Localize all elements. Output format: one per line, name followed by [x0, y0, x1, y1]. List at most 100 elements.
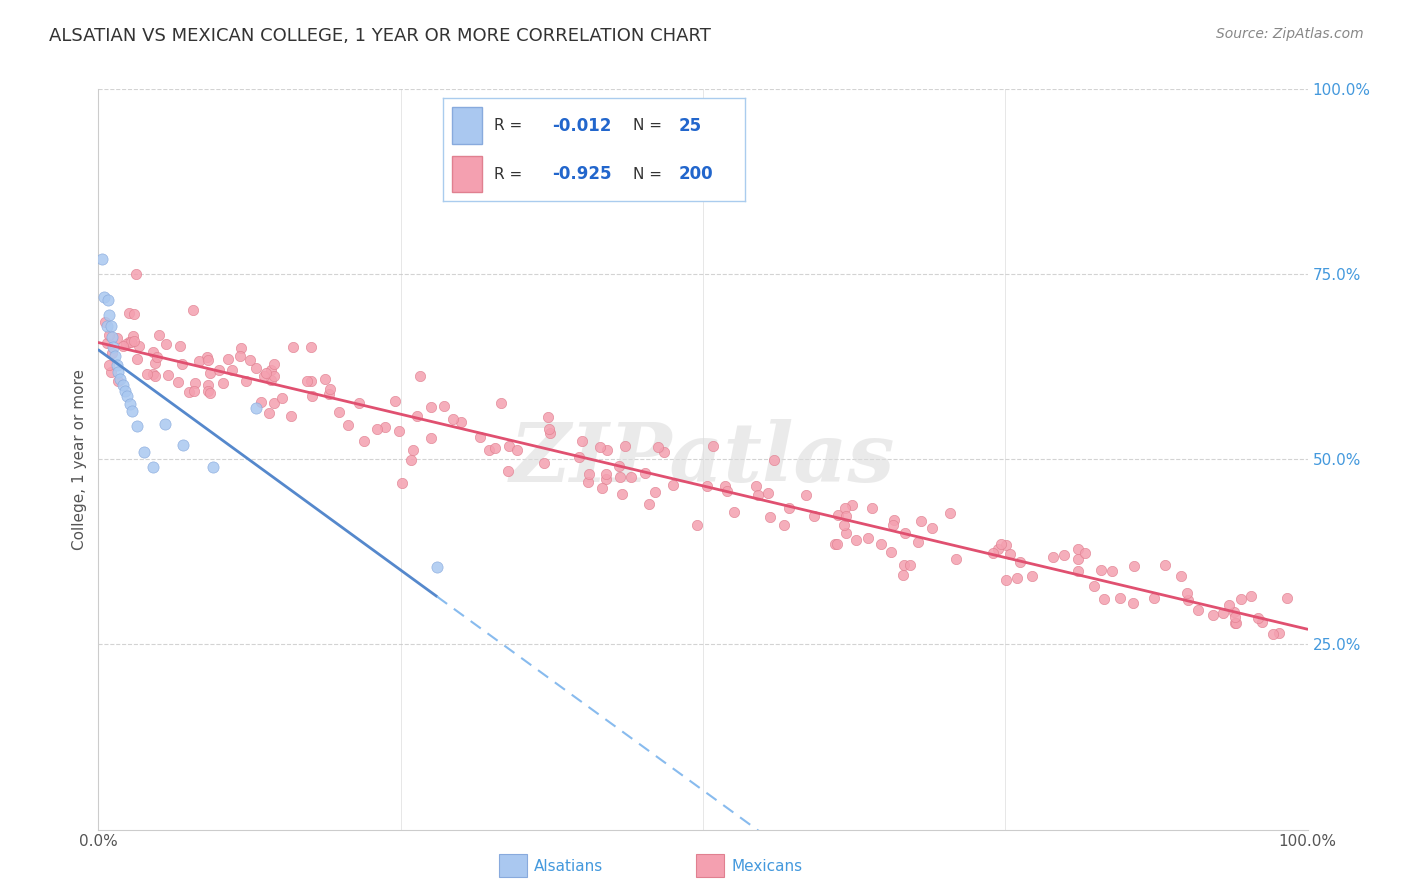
Point	[208, 363, 231, 377]
Point	[100, 330, 122, 344]
Text: ZIPatlas: ZIPatlas	[510, 419, 896, 500]
Point	[647, 440, 669, 454]
Point	[773, 518, 796, 533]
Point	[114, 337, 136, 351]
Point	[686, 517, 709, 532]
Point	[122, 307, 145, 321]
Y-axis label: College, 1 year or more: College, 1 year or more	[72, 369, 87, 549]
Point	[747, 488, 769, 502]
Point	[239, 353, 262, 368]
Point	[142, 344, 165, 359]
Point	[860, 501, 883, 516]
Point	[588, 440, 610, 454]
Point	[468, 430, 491, 444]
Point	[745, 478, 768, 492]
Point	[794, 488, 817, 502]
Point	[245, 361, 267, 376]
Point	[280, 409, 302, 423]
Point	[299, 340, 322, 354]
Point	[880, 545, 903, 559]
Point	[716, 483, 738, 498]
Point	[195, 350, 218, 364]
Point	[183, 384, 205, 398]
Point	[803, 508, 825, 523]
Point	[98, 358, 121, 372]
Point	[595, 467, 617, 482]
Point	[1154, 558, 1177, 573]
Point	[426, 559, 449, 574]
Point	[537, 409, 560, 424]
Point	[443, 412, 465, 426]
Point	[662, 478, 685, 492]
Point	[759, 510, 782, 524]
Point	[128, 338, 150, 352]
Point	[202, 459, 225, 474]
Point	[391, 476, 413, 491]
Point	[142, 368, 165, 382]
Point	[607, 458, 630, 473]
Text: -0.012: -0.012	[551, 117, 612, 135]
Point	[1175, 585, 1198, 599]
Point	[104, 349, 127, 363]
Point	[835, 508, 858, 523]
Point	[1066, 551, 1088, 566]
Point	[1223, 610, 1246, 624]
Text: N =: N =	[633, 119, 662, 133]
Point	[118, 306, 141, 320]
Point	[402, 443, 425, 458]
Point	[105, 358, 128, 372]
Point	[1005, 571, 1028, 585]
Point	[111, 378, 134, 392]
Point	[259, 363, 281, 377]
Point	[366, 422, 388, 436]
Point	[921, 521, 943, 535]
Point	[990, 537, 1012, 551]
Point	[122, 328, 145, 343]
Point	[1074, 546, 1097, 560]
Point	[91, 252, 114, 267]
Point	[834, 500, 856, 515]
Point	[406, 409, 429, 423]
Point	[388, 425, 411, 439]
Point	[198, 386, 221, 401]
Point	[134, 445, 156, 459]
Point	[1042, 550, 1064, 565]
Point	[856, 531, 879, 545]
Point	[1230, 591, 1253, 606]
Text: -0.925: -0.925	[551, 165, 612, 183]
Point	[419, 401, 441, 415]
Point	[619, 469, 641, 483]
Point	[143, 356, 166, 370]
Point	[97, 293, 120, 308]
Point	[231, 341, 253, 355]
Point	[120, 335, 142, 350]
Point	[1053, 549, 1076, 563]
Point	[613, 439, 636, 453]
Point	[197, 378, 219, 392]
Point	[763, 452, 786, 467]
Point	[142, 459, 165, 474]
Point	[257, 406, 280, 420]
Point	[228, 349, 250, 363]
Point	[153, 417, 176, 431]
Point	[263, 396, 285, 410]
Point	[450, 415, 472, 429]
Point	[1177, 593, 1199, 607]
Point	[489, 396, 512, 410]
Point	[1218, 598, 1240, 612]
Point	[1240, 589, 1263, 603]
Point	[591, 481, 613, 495]
Point	[1101, 564, 1123, 578]
Point	[1187, 603, 1209, 617]
Text: 25: 25	[679, 117, 702, 135]
Point	[484, 441, 506, 455]
Point	[384, 393, 406, 408]
Point	[610, 487, 633, 501]
Point	[568, 450, 591, 464]
Point	[169, 339, 191, 353]
Point	[595, 472, 617, 486]
Point	[1083, 579, 1105, 593]
Point	[314, 372, 336, 386]
Point	[696, 479, 718, 493]
Point	[101, 340, 124, 354]
